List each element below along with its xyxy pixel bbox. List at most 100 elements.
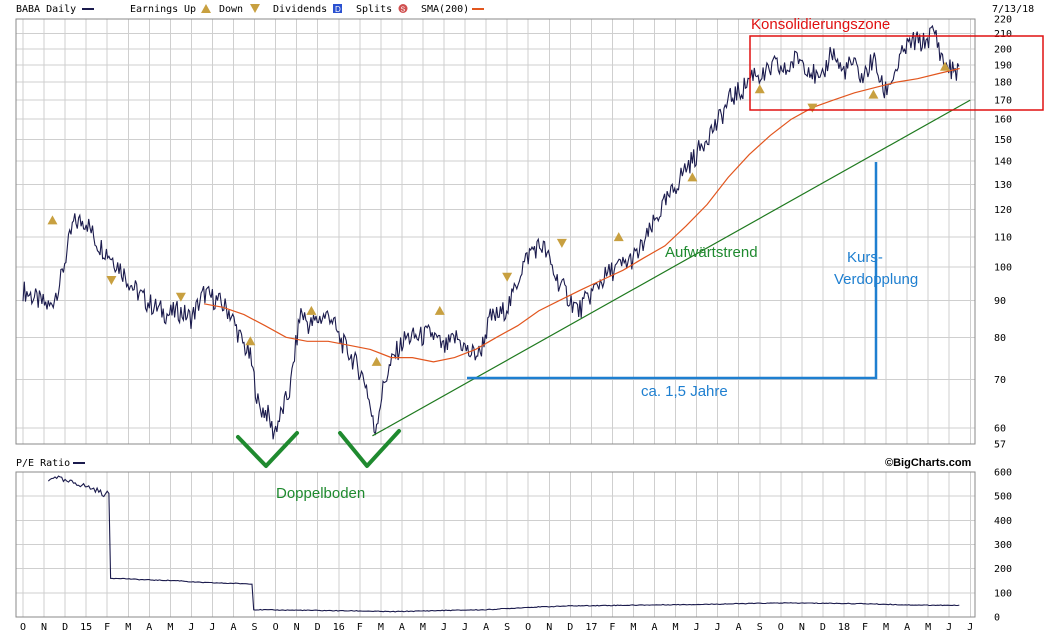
pe-series-group [47, 475, 960, 613]
price-panel-frame [15, 18, 976, 445]
price-grid [16, 18, 975, 445]
uptrend-label: Aufwärtstrend [665, 244, 758, 261]
consolidation-zone-label: Konsolidierungszone [751, 16, 890, 33]
pe-axis: 0 100 200 300 400 500 600 [994, 468, 1012, 624]
x-tick-label: D [567, 622, 573, 633]
y-tick-label: 100 [994, 263, 1012, 274]
earnings-up-marker [687, 172, 698, 182]
x-tick-label: A [146, 622, 152, 633]
x-tick-label: 15 [80, 622, 92, 633]
svg-text:D: D [335, 5, 341, 14]
y-tick-label: 120 [994, 205, 1012, 216]
y-tick-label: 210 [994, 29, 1012, 40]
y-tick-label: 110 [994, 233, 1012, 244]
date-label: 7/13/18 [992, 4, 1034, 15]
x-tick-label: F [862, 622, 868, 633]
earnings-up-marker [939, 61, 950, 71]
x-tick-label: A [230, 622, 236, 633]
doubling-bracket [467, 162, 878, 380]
x-tick-label: M [883, 622, 889, 633]
x-tick-label: O [778, 622, 784, 633]
x-tick-label: J [441, 622, 447, 633]
earnings-up-marker [245, 336, 256, 346]
y-tick-label: 190 [994, 61, 1012, 72]
x-tick-label: A [736, 622, 742, 633]
earnings-up-label: Up [184, 4, 196, 15]
double-bottom-check-2 [338, 429, 401, 468]
credit-label: ©BigCharts.com [885, 457, 972, 469]
price-doubling-label-line1: Kurs- [847, 249, 883, 266]
x-tick-label: 16 [333, 622, 345, 633]
x-tick-label: J [946, 622, 952, 633]
earnings-up-marker [371, 356, 382, 366]
x-tick-label: F [104, 622, 110, 633]
pe-y-tick-label: 300 [994, 540, 1012, 551]
x-tick-label: M [925, 622, 931, 633]
x-tick-label: S [757, 622, 763, 633]
x-tick-label: M [630, 622, 636, 633]
earnings-down-marker [175, 292, 186, 302]
x-tick-label: A [483, 622, 489, 633]
x-tick-label: D [315, 622, 321, 633]
pe-grid [16, 471, 975, 618]
price-line [22, 24, 960, 440]
y-tick-label: 90 [994, 296, 1006, 307]
earnings-up-marker [306, 305, 317, 315]
y-tick-label: 80 [994, 333, 1006, 344]
y-tick-label: 170 [994, 96, 1012, 107]
x-tick-label: O [525, 622, 531, 633]
x-tick-label: A [399, 622, 405, 633]
earnings-up-marker [868, 89, 879, 99]
x-tick-label: J [209, 622, 215, 633]
y-tick-label: 140 [994, 157, 1012, 168]
x-tick-label: N [41, 622, 47, 633]
x-tick-label: 18 [838, 622, 850, 633]
x-tick-label: M [673, 622, 679, 633]
double-bottom-check-1 [236, 431, 299, 468]
earnings-markers [47, 61, 950, 366]
y-tick-label: 160 [994, 115, 1012, 126]
earnings-label: Earnings [130, 4, 178, 15]
svg-text:S: S [401, 7, 406, 14]
x-tick-label: F [357, 622, 363, 633]
sma-label: SMA(200) [421, 4, 469, 15]
x-tick-label: D [62, 622, 68, 633]
y-tick-label: 60 [994, 423, 1006, 434]
earnings-down-label: Down [219, 4, 243, 15]
price-axis: 57 60 70 80 90 100 110 120 130 140 150 160 170 180 190… [994, 15, 1012, 451]
sma-line [203, 67, 960, 363]
pe-y-tick-label: 100 [994, 588, 1012, 599]
split-legend-icon: S [398, 4, 408, 14]
pe-y-tick-label: 0 [994, 613, 1000, 624]
pe-label: P/E Ratio [16, 458, 70, 469]
pe-line [47, 475, 960, 613]
pe-panel-frame [15, 471, 976, 618]
x-tick-label: O [273, 622, 279, 633]
double-bottom-label: Doppelboden [276, 485, 365, 502]
y-tick-label: 180 [994, 78, 1012, 89]
earnings-up-legend-icon [201, 4, 211, 13]
earnings-up-marker [754, 84, 765, 94]
earnings-up-marker [613, 232, 624, 242]
x-tick-label: J [188, 622, 194, 633]
x-tick-label: N [799, 622, 805, 633]
pe-y-tick-label: 200 [994, 564, 1012, 575]
x-tick-label: A [904, 622, 910, 633]
y-tick-label: 200 [994, 44, 1012, 55]
ticker-label: BABA Daily [16, 4, 76, 15]
x-tick-label: D [820, 622, 826, 633]
x-tick-label: 17 [585, 622, 597, 633]
x-tick-label: M [420, 622, 426, 633]
x-tick-label: J [715, 622, 721, 633]
x-tick-label: N [294, 622, 300, 633]
x-axis: O N D 15 F M A M J J A S O N D 16 F M A M J J A S O N D 17 F M A M J J A S O… [20, 622, 973, 633]
pe-y-tick-label: 500 [994, 492, 1012, 503]
earnings-up-marker [47, 215, 58, 225]
consolidation-zone-box [749, 35, 1044, 111]
x-tick-label: J [694, 622, 700, 633]
dividends-label: Dividends [273, 4, 327, 15]
x-tick-label: M [125, 622, 131, 633]
y-tick-label: 70 [994, 375, 1006, 386]
x-tick-label: M [167, 622, 173, 633]
